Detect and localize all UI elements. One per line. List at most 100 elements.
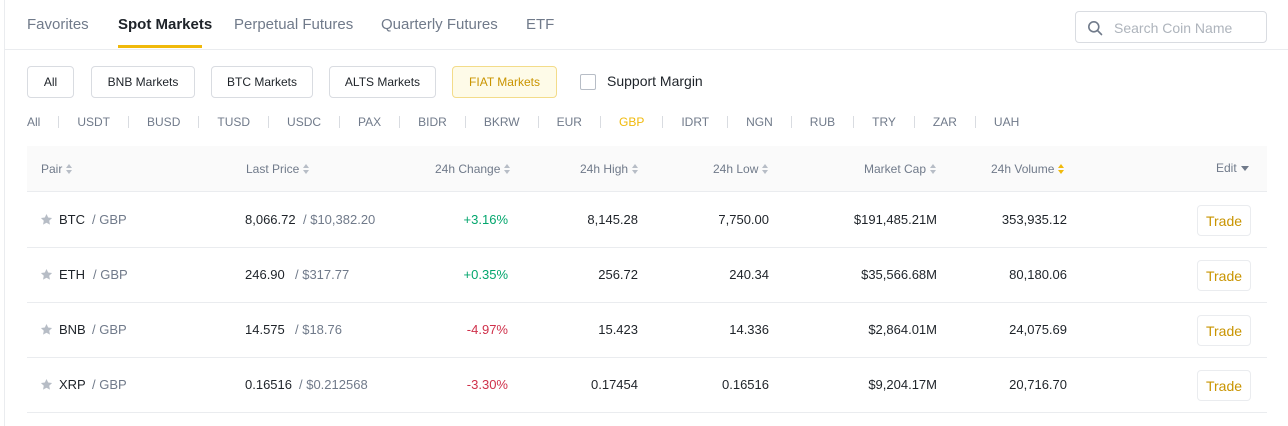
change-value: -4.97%	[466, 322, 508, 337]
column-label: Market Cap	[864, 162, 927, 176]
last-price: 8,066.72	[245, 212, 296, 227]
currency-bidr[interactable]: BIDR	[418, 115, 447, 129]
currency-rub[interactable]: RUB	[809, 115, 836, 129]
trade-button[interactable]: Trade	[1197, 315, 1251, 346]
tab-perpetual-futures[interactable]: Perpetual Futures	[234, 16, 354, 33]
change-value: -3.30%	[466, 377, 508, 392]
table-row[interactable]: XRP / GBP 0.16516 / $0.212568 -3.30% 0.1…	[27, 358, 1267, 413]
group-all-button[interactable]: All	[27, 66, 74, 98]
divider	[268, 116, 270, 128]
group-fiat-markets-button[interactable]: FIAT Markets	[452, 66, 557, 98]
change-value: +0.35%	[463, 267, 508, 282]
currency-bkrw[interactable]: BKRW	[483, 115, 520, 129]
high-value: 15.423	[598, 322, 638, 337]
column-header-24h-volume[interactable]: 24h Volume	[991, 162, 1065, 176]
tab-quarterly-futures[interactable]: Quarterly Futures	[381, 16, 498, 33]
sort-icon	[504, 164, 511, 174]
currency-eur[interactable]: EUR	[556, 115, 582, 129]
sort-icon	[632, 164, 639, 174]
divider	[727, 116, 729, 128]
tab-spot-markets[interactable]: Spot Markets	[118, 16, 213, 33]
volume-value: 80,180.06	[1009, 267, 1067, 282]
last-price: 246.90	[245, 267, 285, 282]
currency-gbp[interactable]: GBP	[618, 115, 645, 129]
column-header-pair[interactable]: Pair	[41, 162, 73, 176]
last-price-usd: / $317.77	[295, 267, 350, 282]
pair-quote: / GBP	[92, 322, 127, 337]
column-label: 24h Volume	[991, 162, 1055, 176]
divider	[339, 116, 341, 128]
currency-busd[interactable]: BUSD	[147, 115, 181, 129]
currency-idrt[interactable]: IDRT	[681, 115, 710, 129]
sort-icon	[1058, 164, 1065, 174]
divider	[662, 116, 664, 128]
divider	[128, 116, 130, 128]
edit-columns-button[interactable]: Edit	[1216, 161, 1249, 175]
divider	[198, 116, 200, 128]
pair-base: BTC	[59, 212, 85, 227]
group-btc-markets-button[interactable]: BTC Markets	[211, 66, 313, 98]
sort-icon	[930, 164, 937, 174]
coin-search-box[interactable]	[1075, 11, 1267, 43]
divider	[58, 116, 60, 128]
pair-quote: / GBP	[92, 212, 127, 227]
group-bnb-markets-button[interactable]: BNB Markets	[91, 66, 195, 98]
currency-pax[interactable]: PAX	[358, 115, 382, 129]
support-margin-checkbox[interactable]	[580, 74, 596, 90]
divider	[537, 116, 539, 128]
column-header-24h-change[interactable]: 24h Change	[435, 162, 511, 176]
star-icon[interactable]	[40, 323, 53, 336]
column-header-last-price[interactable]: Last Price	[246, 162, 310, 176]
active-tab-indicator	[118, 45, 202, 48]
last-price-usd: / $18.76	[295, 322, 342, 337]
column-header-24h-high[interactable]: 24h High	[580, 162, 639, 176]
column-label: 24h High	[580, 162, 629, 176]
currency-usdt[interactable]: USDT	[77, 115, 111, 129]
caret-down-icon	[1240, 165, 1249, 171]
star-icon[interactable]	[40, 378, 53, 391]
search-icon	[1088, 21, 1103, 36]
table-row[interactable]: BTC / GBP 8,066.72 / $10,382.20 +3.16% 8…	[27, 193, 1267, 248]
currency-all[interactable]: All	[27, 115, 41, 129]
column-label: 24h Change	[435, 162, 501, 176]
column-header-24h-low[interactable]: 24h Low	[713, 162, 769, 176]
currency-tusd[interactable]: TUSD	[217, 115, 251, 129]
pair-base: ETH	[59, 267, 85, 282]
currency-uah[interactable]: UAH	[993, 115, 1020, 129]
market-table-header: Pair Last Price 24h Change 24h High 24h …	[27, 146, 1267, 192]
divider	[853, 116, 855, 128]
volume-value: 24,075.69	[1009, 322, 1067, 337]
last-price-usd: / $0.212568	[299, 377, 368, 392]
currency-ngn[interactable]: NGN	[746, 115, 773, 129]
column-label: Last Price	[246, 162, 300, 176]
star-icon[interactable]	[40, 268, 53, 281]
market-cap-value: $35,566.68M	[861, 267, 937, 282]
table-row[interactable]: BNB / GBP 14.575 / $18.76 -4.97% 15.423 …	[27, 303, 1267, 358]
low-value: 240.34	[729, 267, 769, 282]
trade-button[interactable]: Trade	[1197, 260, 1251, 291]
divider	[464, 116, 466, 128]
column-label: 24h Low	[713, 162, 759, 176]
currency-usdc[interactable]: USDC	[287, 115, 322, 129]
column-label: Edit	[1216, 161, 1237, 175]
sort-icon	[762, 164, 769, 174]
tab-etf[interactable]: ETF	[526, 16, 555, 33]
pair-base: XRP	[59, 377, 86, 392]
tab-favorites[interactable]: Favorites	[27, 16, 89, 33]
search-input[interactable]	[1114, 18, 1259, 38]
trade-button[interactable]: Trade	[1197, 205, 1251, 236]
market-cap-value: $9,204.17M	[868, 377, 937, 392]
divider	[974, 116, 976, 128]
low-value: 0.16516	[722, 377, 769, 392]
currency-try[interactable]: TRY	[872, 115, 896, 129]
pair-quote: / GBP	[93, 267, 128, 282]
currency-zar[interactable]: ZAR	[932, 115, 957, 129]
group-alts-markets-button[interactable]: ALTS Markets	[329, 66, 436, 98]
column-header-market-cap[interactable]: Market Cap	[864, 162, 937, 176]
star-icon[interactable]	[40, 213, 53, 226]
low-value: 7,750.00	[718, 212, 769, 227]
table-row[interactable]: ETH / GBP 246.90 / $317.77 +0.35% 256.72…	[27, 248, 1267, 303]
market-cap-value: $2,864.01M	[868, 322, 937, 337]
divider	[913, 116, 915, 128]
trade-button[interactable]: Trade	[1197, 370, 1251, 401]
